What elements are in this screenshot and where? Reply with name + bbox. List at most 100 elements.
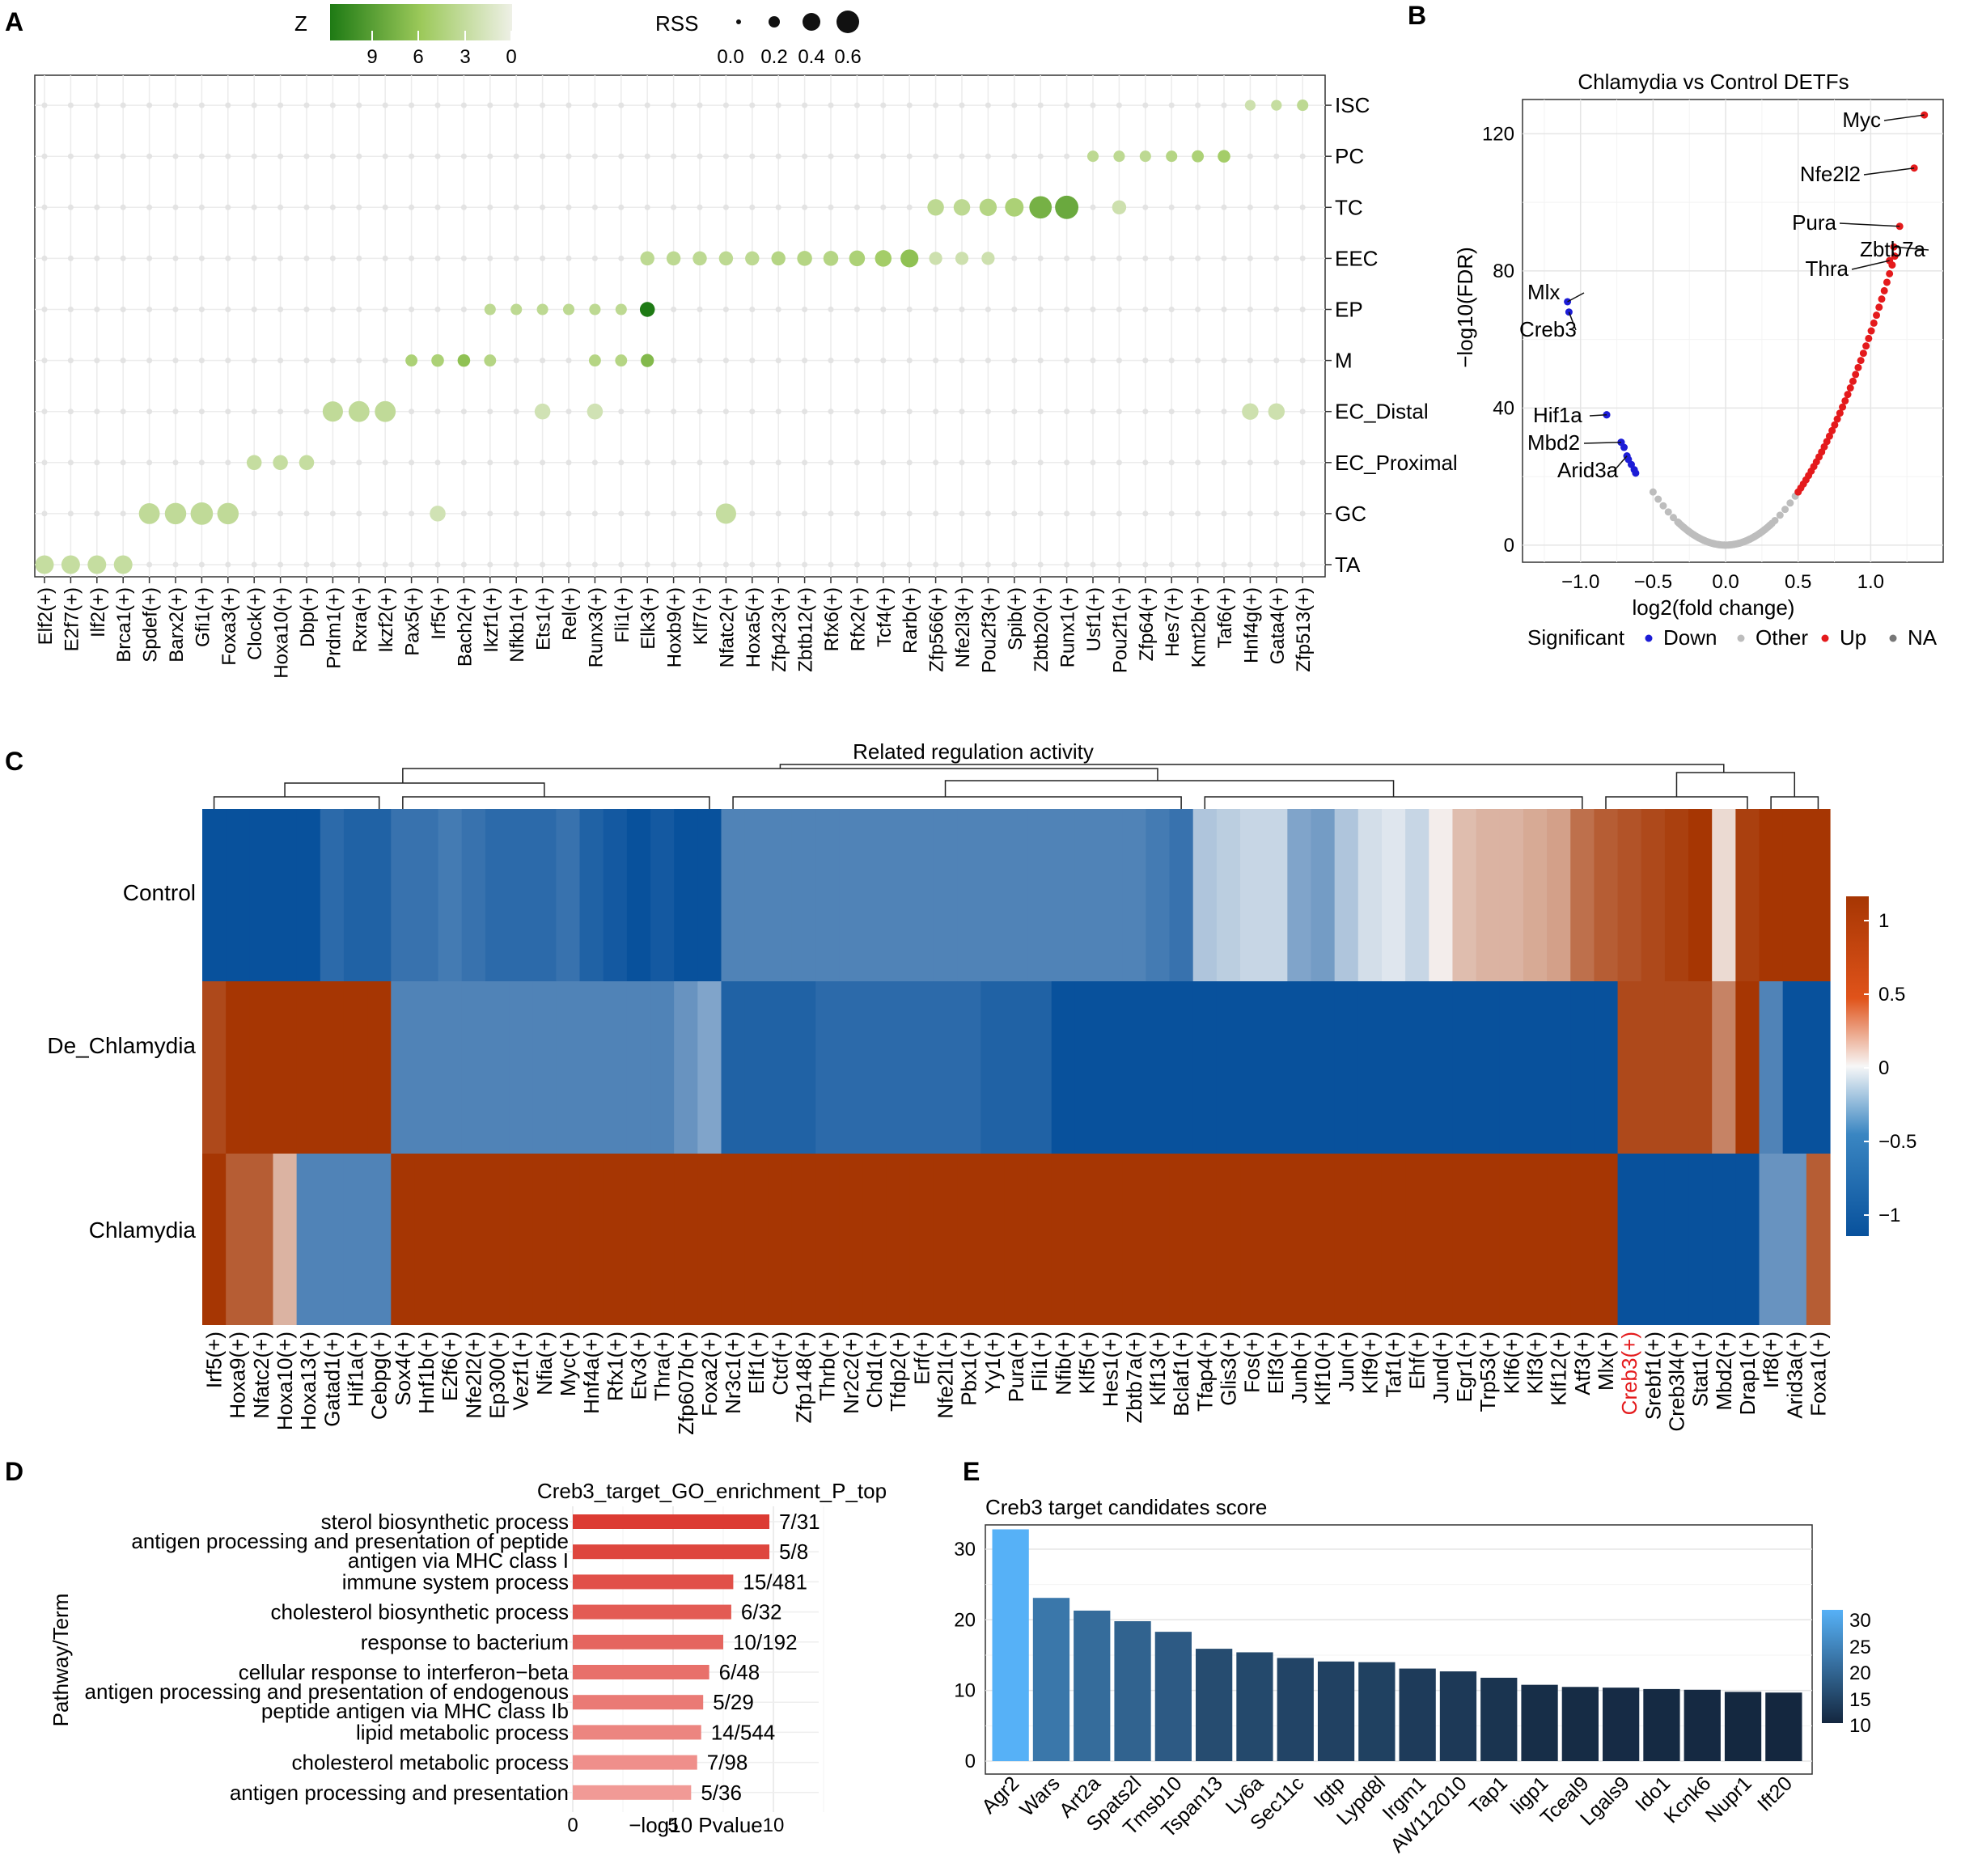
panel-a-dot	[120, 409, 126, 415]
panel-a-dot	[1037, 255, 1044, 261]
panel-a-dot	[1142, 459, 1149, 466]
panel-a-dot	[146, 204, 153, 210]
panel-a-dot	[775, 102, 781, 108]
panel-a-dot	[1299, 307, 1306, 312]
panel-a-dot	[697, 307, 703, 312]
panel-a-dot	[671, 561, 677, 568]
heatmap-cell	[1381, 981, 1406, 1154]
heatmap-cell	[1664, 1154, 1689, 1325]
panel-a-dot	[172, 307, 179, 312]
z-tick-label: 6	[413, 46, 423, 68]
heatmap-column-label: Hoxa13(+)	[296, 1332, 320, 1430]
panel-a-dot	[1086, 150, 1099, 163]
panel-a-dot	[251, 510, 257, 517]
go-y-axis-label: Pathway/Term	[49, 1594, 73, 1727]
heatmap-cell	[485, 1154, 510, 1325]
heatmap-column-label: Stat1(+)	[1688, 1332, 1713, 1407]
heatmap-cell	[579, 809, 604, 981]
volcano-title: Chlamydia vs Control DETFs	[1578, 70, 1849, 94]
panel-a-dot	[959, 307, 965, 312]
heatmap-colorbar-label: −1	[1878, 1205, 1900, 1226]
panel-a-dot	[1221, 510, 1227, 517]
volcano-gene-label: Zbtb7a	[1860, 237, 1925, 261]
dendrogram-branch	[1675, 772, 1796, 797]
volcano-label-connector	[1568, 311, 1577, 331]
panel-a-dot	[246, 455, 262, 471]
heatmap-colorbar-label: 1	[1878, 910, 1889, 932]
rss-legend-label: 0.6	[834, 46, 861, 68]
volcano-legend-title: Significant	[1527, 625, 1625, 650]
heatmap-cell	[626, 981, 651, 1154]
heatmap-cell	[1357, 981, 1383, 1154]
panel-a-dot	[87, 555, 107, 574]
heatmap-cell	[957, 981, 981, 1154]
panel-a-dot	[251, 102, 257, 108]
scores-bar	[1439, 1671, 1477, 1761]
panel-a-dot	[828, 409, 834, 415]
heatmap-cell	[721, 809, 746, 981]
volcano-plot-frame	[1522, 99, 1944, 563]
panel-a-col-label: Hoxb9(+)	[664, 587, 686, 667]
panel-a-dot	[1037, 102, 1044, 108]
heatmap-cell	[1712, 981, 1736, 1154]
panel-a-dot	[329, 510, 336, 517]
panel-a-dot	[1037, 358, 1044, 364]
panel-a-dot	[1299, 204, 1306, 210]
panel-a-dot	[1142, 561, 1149, 568]
heatmap-cell	[980, 981, 1006, 1154]
panel-a-dot	[1195, 409, 1201, 415]
panel-a-col-label: Pou2f1(+)	[1109, 587, 1131, 673]
panel-a-dot	[1221, 561, 1227, 568]
panel-a-dot	[644, 409, 650, 415]
panel-a-dot	[67, 307, 74, 312]
heatmap-cell	[1476, 1154, 1501, 1325]
heatmap-cell	[674, 809, 698, 981]
heatmap-cell	[933, 981, 958, 1154]
panel-a-dot	[853, 409, 860, 415]
panel-a-dot	[591, 153, 598, 159]
panel-a-dot	[1064, 409, 1070, 415]
heatmap-cell	[1122, 809, 1146, 981]
heatmap-cell	[1240, 981, 1264, 1154]
panel-a-dot	[41, 102, 48, 108]
panel-a-dot	[749, 409, 756, 415]
heatmap-column-label: Junb(+)	[1287, 1332, 1311, 1404]
panel-a-dot	[67, 459, 74, 466]
panel-a-dot	[718, 251, 734, 266]
panel-a-row-label: M	[1335, 349, 1353, 373]
panel-a-dot	[94, 459, 100, 466]
panel-a-dot	[1168, 510, 1175, 517]
panel-a-dot	[880, 102, 887, 108]
heatmap-colorbar	[1846, 896, 1869, 1236]
heatmap-cell	[1712, 1154, 1736, 1325]
heatmap-cell	[1381, 809, 1406, 981]
panel-a-dot	[409, 561, 415, 568]
panel-a-dot	[875, 250, 892, 267]
panel-a-col-label: Ilf2(+)	[87, 587, 109, 637]
heatmap-cell	[1264, 1154, 1288, 1325]
panel-a-dot	[94, 102, 100, 108]
panel-a-dot	[198, 358, 205, 364]
panel-a-col-label: Hes7(+)	[1162, 587, 1184, 657]
heatmap-cell	[1122, 1154, 1146, 1325]
panel-a-dot	[409, 307, 415, 312]
heatmap-cell	[1429, 809, 1454, 981]
heatmap-cell	[1499, 809, 1524, 981]
panel-a-dot	[164, 502, 187, 525]
heatmap-column-label: Klf6(+)	[1499, 1332, 1523, 1394]
heatmap-cell	[1334, 981, 1359, 1154]
panel-a-dot	[329, 153, 336, 159]
panel-a-dot	[540, 459, 546, 466]
z-tick-label: 9	[366, 46, 377, 68]
panel-a-dot	[1168, 459, 1175, 466]
panel-a-dot	[722, 358, 729, 364]
heatmap-cell	[1264, 981, 1288, 1154]
heatmap-cell	[532, 981, 557, 1154]
panel-a-dot	[67, 358, 74, 364]
panel-a-dot	[348, 400, 370, 422]
heatmap-cell	[1476, 809, 1501, 981]
panel-a-dot	[644, 102, 650, 108]
heatmap-column-label: Klf3(+)	[1523, 1332, 1548, 1394]
volcano-point-up	[1862, 342, 1870, 350]
panel-a-dot	[697, 358, 703, 364]
